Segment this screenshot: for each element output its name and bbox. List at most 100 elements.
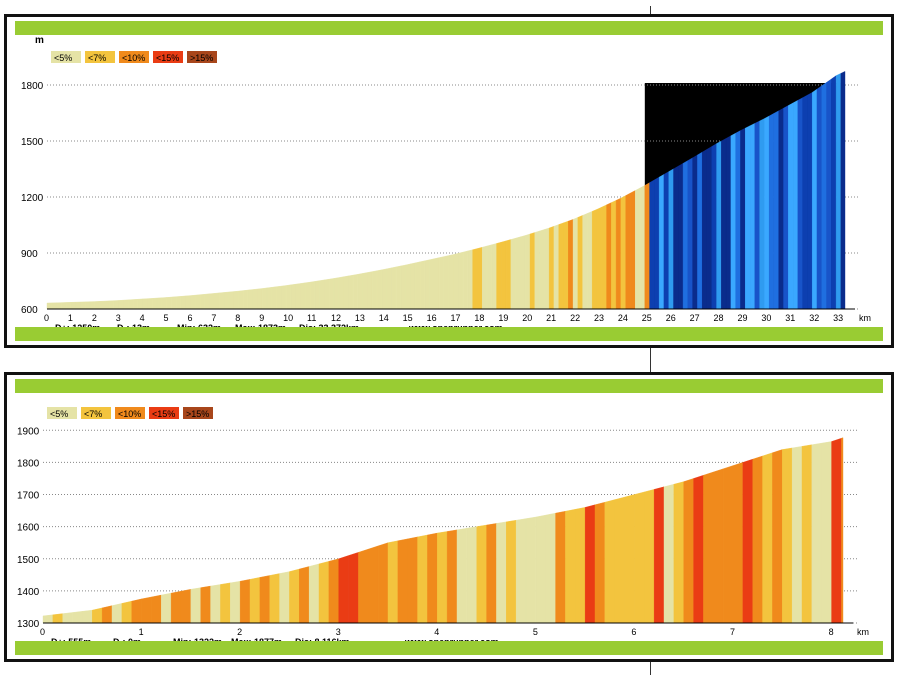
elevation-segment <box>220 582 231 624</box>
x-tick-label: 30 <box>761 313 771 323</box>
elevation-segment <box>535 514 546 624</box>
elevation-segment <box>841 437 844 624</box>
elevation-segment <box>456 528 468 624</box>
elevation-segment <box>290 283 296 310</box>
elevation-segment <box>285 284 292 310</box>
x-axis-label: km <box>859 313 871 323</box>
elevation-segment <box>175 296 182 310</box>
elevation-segment <box>772 449 783 624</box>
elevation-segment <box>826 78 832 310</box>
elevation-segment <box>703 471 714 624</box>
elevation-segment <box>706 146 712 310</box>
elevation-segment <box>697 151 703 310</box>
elevation-segment <box>762 452 773 624</box>
elevation-segment <box>289 568 300 624</box>
elevation-segment <box>783 105 789 310</box>
elevation-segment <box>438 256 445 310</box>
y-tick-label: 1700 <box>17 491 40 502</box>
elevation-segment <box>501 240 507 310</box>
elevation-segment <box>453 253 459 310</box>
elevation-segment <box>486 244 492 310</box>
elevation-segment <box>397 538 408 624</box>
elevation-segment <box>701 148 708 310</box>
x-tick-label: 16 <box>427 313 437 323</box>
elevation-segment <box>195 294 201 310</box>
x-tick-label: 2 <box>92 313 97 323</box>
legend-label: <15% <box>152 409 175 419</box>
elevation-segment <box>223 291 229 310</box>
elevation-segment <box>137 298 143 310</box>
elevation-segment <box>92 607 103 624</box>
elevation-segment <box>692 154 698 310</box>
elevation-segment <box>582 213 588 310</box>
x-axis-label: km <box>857 627 869 637</box>
elevation-segment <box>759 118 765 310</box>
elevation-segment <box>668 168 674 310</box>
elevation-segment <box>749 123 756 310</box>
elevation-segment <box>831 75 837 310</box>
elevation-segment <box>147 298 153 310</box>
x-tick-label: 5 <box>533 627 538 637</box>
elevation-segment <box>735 130 741 310</box>
elevation-segment <box>506 519 517 624</box>
elevation-segment <box>328 558 339 624</box>
elevation-segment <box>565 509 576 624</box>
elevation-segment <box>427 532 438 624</box>
legend-swatch <box>149 407 179 419</box>
elevation-segment <box>266 287 272 310</box>
x-tick-label: 28 <box>714 313 724 323</box>
elevation-segment <box>108 300 115 310</box>
elevation-segment <box>318 561 330 624</box>
elevation-segment <box>553 224 559 310</box>
elevation-segment <box>548 225 555 310</box>
elevation-segment <box>242 289 249 310</box>
elevation-segment <box>448 254 454 310</box>
elevation-segment <box>663 483 675 624</box>
y-tick-label: 1800 <box>21 81 44 92</box>
elevation-segment <box>658 174 665 310</box>
elevation-segment <box>773 110 779 310</box>
x-tick-label: 1 <box>139 627 144 637</box>
x-tick-label: 4 <box>140 313 145 323</box>
x-tick-label: 5 <box>164 313 169 323</box>
elevation-segment <box>218 292 225 310</box>
elevation-segment <box>591 209 598 310</box>
x-tick-label: 10 <box>283 313 293 323</box>
elevation-segment <box>596 206 602 310</box>
elevation-segment <box>625 192 631 310</box>
elevation-segment <box>52 613 63 624</box>
elevation-segment <box>190 294 196 310</box>
legend-label: <15% <box>156 53 179 63</box>
elevation-segment <box>458 251 464 310</box>
elevation-segment <box>82 609 93 624</box>
elevation-segment <box>381 268 387 310</box>
x-tick-label: 26 <box>666 313 676 323</box>
elevation-segment <box>214 292 220 310</box>
elevation-segment <box>131 598 142 624</box>
elevation-segment <box>269 573 280 624</box>
elevation-segment <box>113 300 119 310</box>
elevation-segment <box>46 302 52 310</box>
elevation-segment <box>486 523 497 624</box>
x-tick-label: 6 <box>187 313 192 323</box>
x-tick-label: 24 <box>618 313 628 323</box>
elevation-segment <box>721 138 727 310</box>
elevation-segment <box>111 603 123 624</box>
elevation-segment <box>601 204 607 310</box>
elevation-segment <box>722 465 734 624</box>
x-tick-label: 29 <box>737 313 747 323</box>
elevation-segment <box>682 160 689 310</box>
y-tick-label: 1800 <box>17 458 40 469</box>
elevation-segment <box>529 232 536 310</box>
elevation-segment <box>575 507 586 624</box>
elevation-segment <box>821 82 827 310</box>
elevation-segment <box>687 157 693 310</box>
x-tick-label: 14 <box>379 313 389 323</box>
elevation-segment <box>85 301 91 310</box>
elevation-segment <box>170 590 182 624</box>
x-tick-label: 8 <box>235 313 240 323</box>
elevation-segment <box>462 250 469 310</box>
elevation-segment <box>70 301 76 310</box>
elevation-segment <box>239 579 251 624</box>
